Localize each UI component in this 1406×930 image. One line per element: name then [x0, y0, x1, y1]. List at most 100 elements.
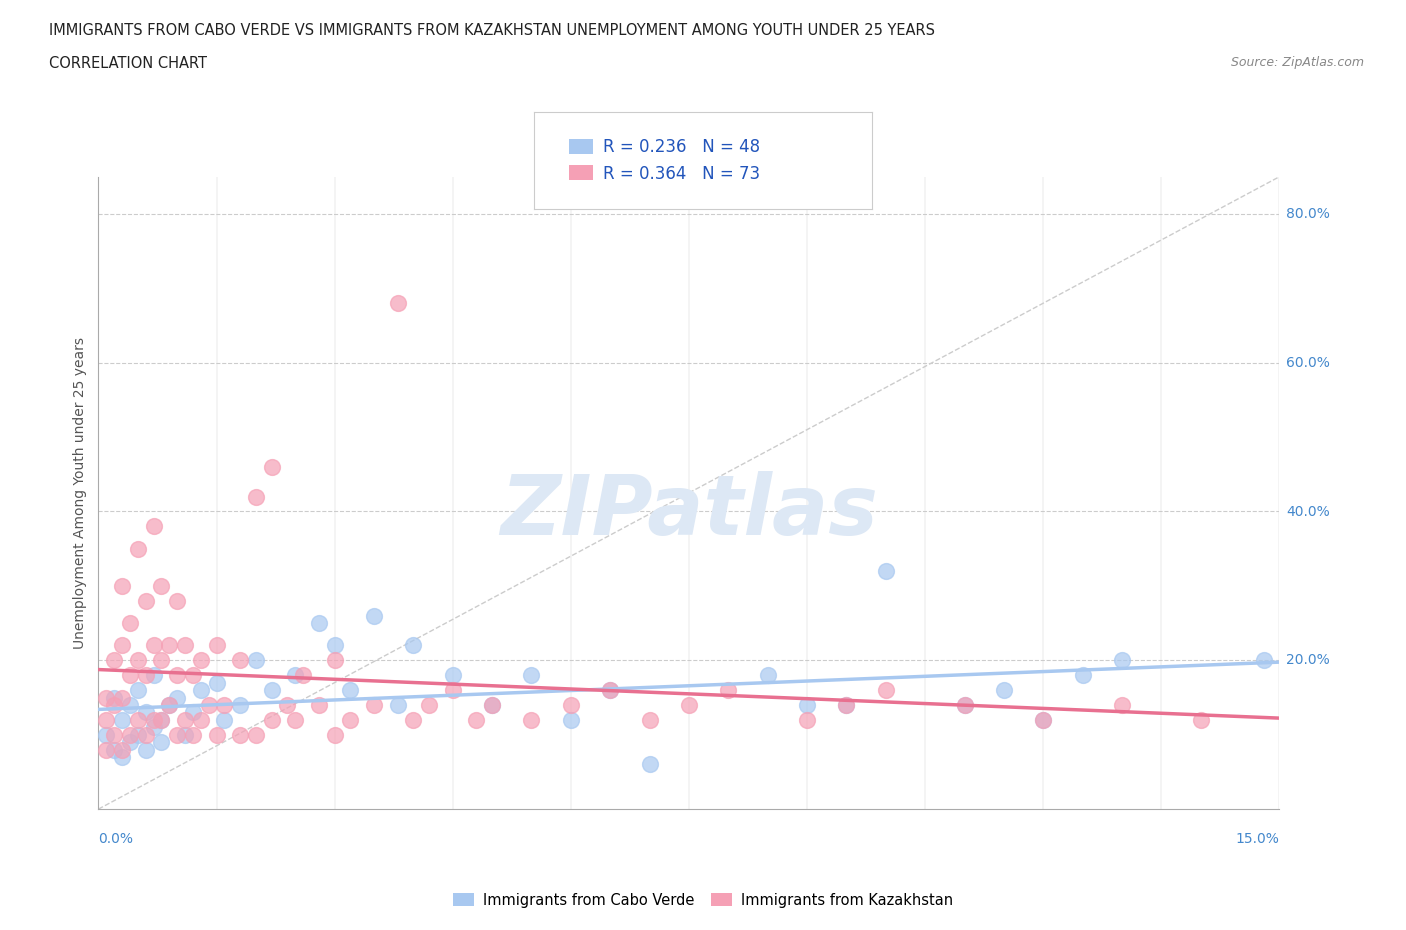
Point — [229, 698, 252, 712]
Point — [308, 616, 330, 631]
Text: 15.0%: 15.0% — [1236, 832, 1279, 846]
Text: 60.0%: 60.0% — [1286, 355, 1330, 370]
Point — [260, 459, 283, 474]
Point — [796, 698, 818, 712]
Point — [308, 698, 330, 712]
Point — [1189, 712, 1212, 727]
Point — [229, 727, 252, 742]
Point — [174, 712, 197, 727]
Point — [717, 683, 740, 698]
Point — [142, 519, 165, 534]
Text: CORRELATION CHART: CORRELATION CHART — [49, 56, 207, 71]
Point — [1032, 712, 1054, 727]
Text: 80.0%: 80.0% — [1286, 206, 1330, 221]
Point — [166, 668, 188, 683]
Text: ZIPatlas: ZIPatlas — [501, 472, 877, 552]
Point — [118, 735, 141, 750]
Legend: Immigrants from Cabo Verde, Immigrants from Kazakhstan: Immigrants from Cabo Verde, Immigrants f… — [447, 886, 959, 913]
Point — [339, 712, 361, 727]
Y-axis label: Unemployment Among Youth under 25 years: Unemployment Among Youth under 25 years — [73, 337, 87, 649]
Point — [796, 712, 818, 727]
Point — [245, 489, 267, 504]
Point — [174, 638, 197, 653]
Point — [118, 698, 141, 712]
Point — [520, 668, 543, 683]
Point — [229, 653, 252, 668]
Point — [127, 541, 149, 556]
Point — [127, 653, 149, 668]
Point — [103, 690, 125, 705]
Point — [260, 683, 283, 698]
Point — [127, 727, 149, 742]
Point — [465, 712, 488, 727]
Point — [150, 712, 173, 727]
Point — [142, 668, 165, 683]
Point — [387, 296, 409, 311]
Point — [835, 698, 858, 712]
Point — [481, 698, 503, 712]
Point — [363, 608, 385, 623]
Point — [245, 653, 267, 668]
Point — [190, 683, 212, 698]
Point — [284, 712, 307, 727]
Point — [481, 698, 503, 712]
Point — [599, 683, 621, 698]
Point — [157, 638, 180, 653]
Point — [150, 578, 173, 593]
Point — [387, 698, 409, 712]
Point — [245, 727, 267, 742]
Point — [1253, 653, 1275, 668]
Point — [135, 705, 157, 720]
Point — [835, 698, 858, 712]
Point — [111, 638, 134, 653]
Point — [441, 683, 464, 698]
Point — [150, 735, 173, 750]
Point — [157, 698, 180, 712]
Point — [292, 668, 315, 683]
Point — [560, 698, 582, 712]
Point — [190, 653, 212, 668]
Point — [111, 750, 134, 764]
Point — [181, 727, 204, 742]
Point — [402, 638, 425, 653]
Point — [166, 593, 188, 608]
Point — [323, 638, 346, 653]
Point — [323, 727, 346, 742]
Point — [174, 727, 197, 742]
Point — [103, 742, 125, 757]
Point — [118, 616, 141, 631]
Point — [1032, 712, 1054, 727]
Point — [638, 757, 661, 772]
Point — [1111, 698, 1133, 712]
Point — [96, 690, 118, 705]
Point — [118, 727, 141, 742]
Point — [993, 683, 1015, 698]
Point — [284, 668, 307, 683]
Point — [142, 638, 165, 653]
Point — [323, 653, 346, 668]
Point — [363, 698, 385, 712]
Point — [875, 683, 897, 698]
Text: 40.0%: 40.0% — [1286, 504, 1330, 519]
Point — [953, 698, 976, 712]
Point — [96, 727, 118, 742]
Point — [142, 720, 165, 735]
Point — [150, 712, 173, 727]
Point — [402, 712, 425, 727]
Point — [96, 742, 118, 757]
Point — [166, 690, 188, 705]
Point — [181, 668, 204, 683]
Point — [118, 668, 141, 683]
Text: 20.0%: 20.0% — [1286, 653, 1330, 668]
Point — [953, 698, 976, 712]
Point — [1071, 668, 1094, 683]
Point — [520, 712, 543, 727]
Point — [560, 712, 582, 727]
Point — [111, 578, 134, 593]
Point — [135, 593, 157, 608]
Point — [1111, 653, 1133, 668]
Point — [339, 683, 361, 698]
Text: 0.0%: 0.0% — [98, 832, 134, 846]
Point — [214, 698, 236, 712]
Point — [205, 727, 228, 742]
